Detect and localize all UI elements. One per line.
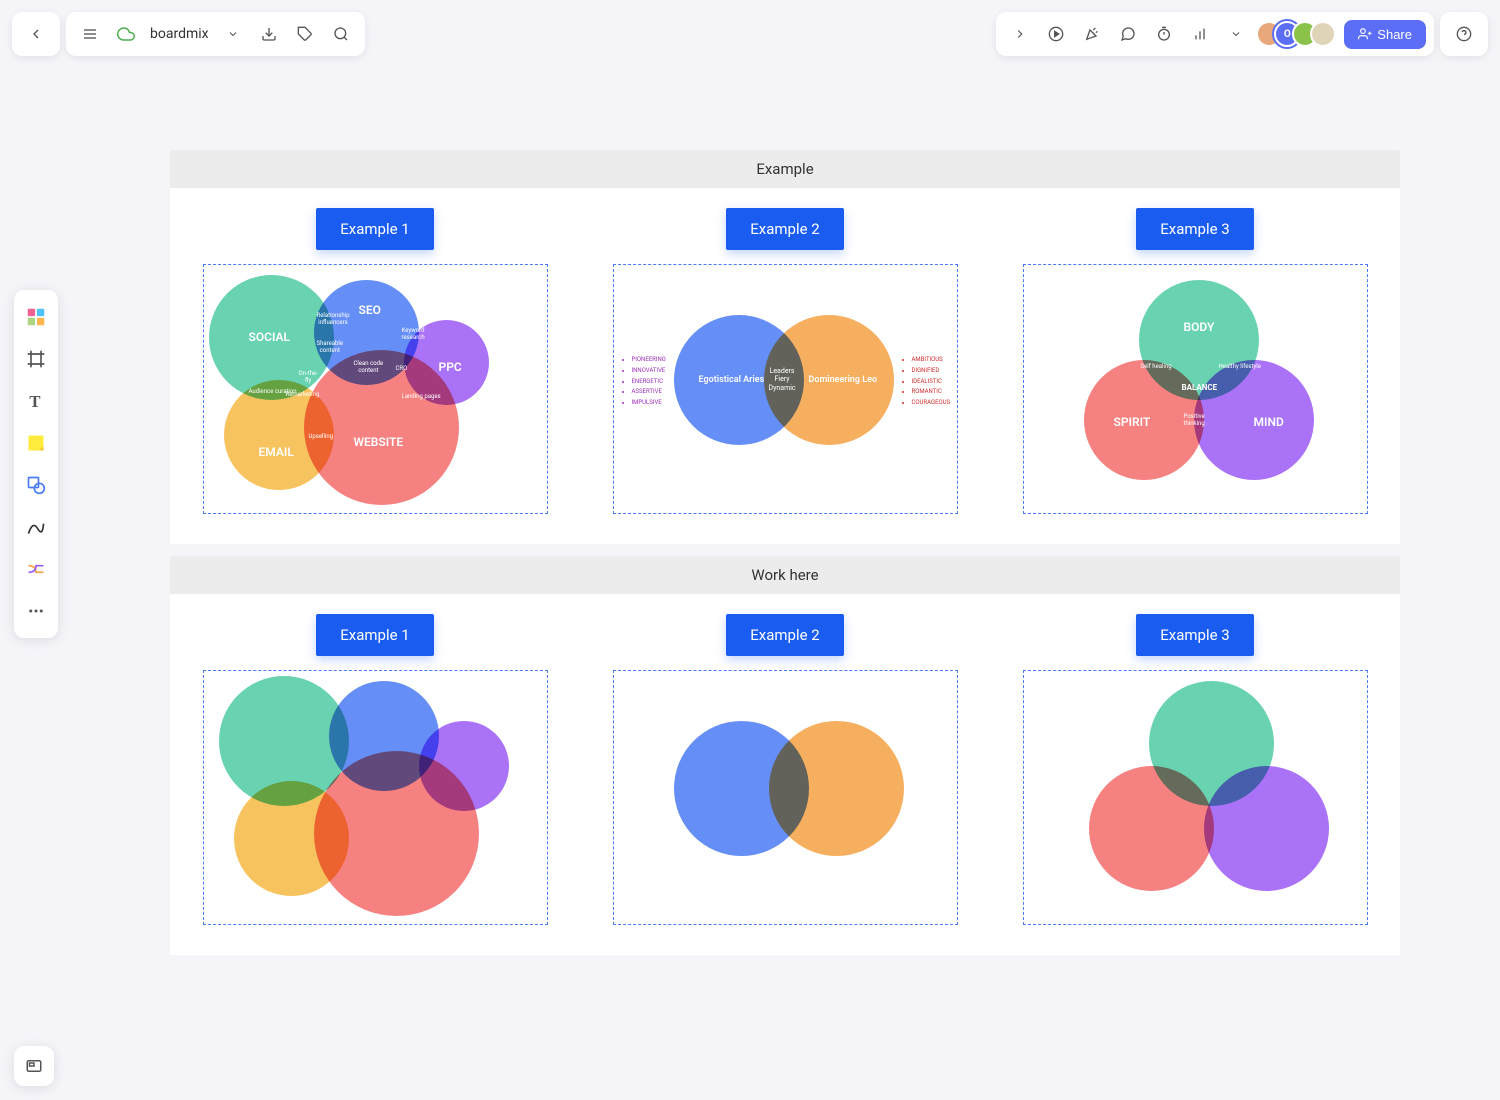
- share-button[interactable]: Share: [1344, 20, 1426, 49]
- blank-venn-3[interactable]: [1023, 670, 1368, 925]
- more-tools[interactable]: [18, 592, 54, 630]
- search-button[interactable]: [325, 18, 357, 50]
- back-pill: [12, 12, 60, 56]
- blank-venn-1[interactable]: [203, 670, 548, 925]
- templates-tool[interactable]: [18, 298, 54, 336]
- topbar: boardmix O Sh: [12, 12, 1488, 56]
- sticky-note-tool[interactable]: [18, 424, 54, 462]
- venn-circle[interactable]: [769, 721, 904, 856]
- doc-pill: boardmix: [66, 12, 365, 56]
- analytics-button[interactable]: [1184, 18, 1216, 50]
- svg-text:T: T: [29, 392, 40, 411]
- section-header-work[interactable]: Work here: [170, 556, 1400, 594]
- play-button[interactable]: [1040, 18, 1072, 50]
- label-work-3[interactable]: Example 3: [1136, 614, 1253, 656]
- venn-circle[interactable]: [1194, 360, 1314, 480]
- venn-circle[interactable]: [304, 350, 459, 505]
- more-dropdown[interactable]: [1220, 18, 1252, 50]
- avatar[interactable]: [1310, 21, 1336, 47]
- venn-circle[interactable]: [314, 751, 479, 916]
- venn-circle[interactable]: [1089, 766, 1214, 891]
- trait-bullets: AMBITIOUSDIGNIFIEDIDEALISTICROMANTICCOUR…: [904, 355, 951, 409]
- document-title[interactable]: boardmix: [146, 26, 213, 42]
- pen-tool[interactable]: [18, 508, 54, 546]
- title-dropdown[interactable]: [217, 18, 249, 50]
- celebrate-button[interactable]: [1076, 18, 1108, 50]
- venn-diagram-2[interactable]: Egotistical AriesDomineering LeoLeadersF…: [613, 264, 958, 514]
- label-work-2[interactable]: Example 2: [726, 614, 843, 656]
- help-pill: [1440, 12, 1488, 56]
- label-example-3[interactable]: Example 3: [1136, 208, 1253, 250]
- trait-bullets: PIONEERINGINNOVATIVEENERGETICASSERTIVEIM…: [624, 355, 666, 409]
- back-button[interactable]: [20, 18, 52, 50]
- section-body-work: Example 1 Example 2 Example 3: [170, 594, 1400, 955]
- text-tool[interactable]: T: [18, 382, 54, 420]
- venn-circle[interactable]: [1084, 360, 1204, 480]
- label-work-1[interactable]: Example 1: [316, 614, 433, 656]
- shape-tool[interactable]: [18, 466, 54, 504]
- canvas[interactable]: Example Example 1 SOCIALSEOPPCEMAILWEBSI…: [170, 150, 1400, 955]
- venn-diagram-3[interactable]: BODYSPIRITMINDSelf healingHealthy lifest…: [1023, 264, 1368, 514]
- tag-button[interactable]: [289, 18, 321, 50]
- comment-button[interactable]: [1112, 18, 1144, 50]
- minimap-button[interactable]: [14, 1046, 54, 1086]
- connector-tool[interactable]: [18, 550, 54, 588]
- venn-circle[interactable]: [764, 315, 894, 445]
- label-example-1[interactable]: Example 1: [316, 208, 433, 250]
- venn-circle[interactable]: [1204, 766, 1329, 891]
- chevron-right-icon[interactable]: [1004, 18, 1036, 50]
- section-header-example[interactable]: Example: [170, 150, 1400, 188]
- timer-button[interactable]: [1148, 18, 1180, 50]
- download-button[interactable]: [253, 18, 285, 50]
- left-toolbar: T: [14, 290, 58, 638]
- cloud-sync-icon: [110, 18, 142, 50]
- right-tools-pill: O Share: [996, 12, 1434, 56]
- collaborator-avatars[interactable]: O: [1256, 21, 1336, 47]
- menu-button[interactable]: [74, 18, 106, 50]
- section-body-example: Example 1 SOCIALSEOPPCEMAILWEBSITERelati…: [170, 188, 1400, 544]
- frame-tool[interactable]: [18, 340, 54, 378]
- venn-diagram-1[interactable]: SOCIALSEOPPCEMAILWEBSITERelationshipinfl…: [203, 264, 548, 514]
- label-example-2[interactable]: Example 2: [726, 208, 843, 250]
- blank-venn-2[interactable]: [613, 670, 958, 925]
- help-button[interactable]: [1448, 18, 1480, 50]
